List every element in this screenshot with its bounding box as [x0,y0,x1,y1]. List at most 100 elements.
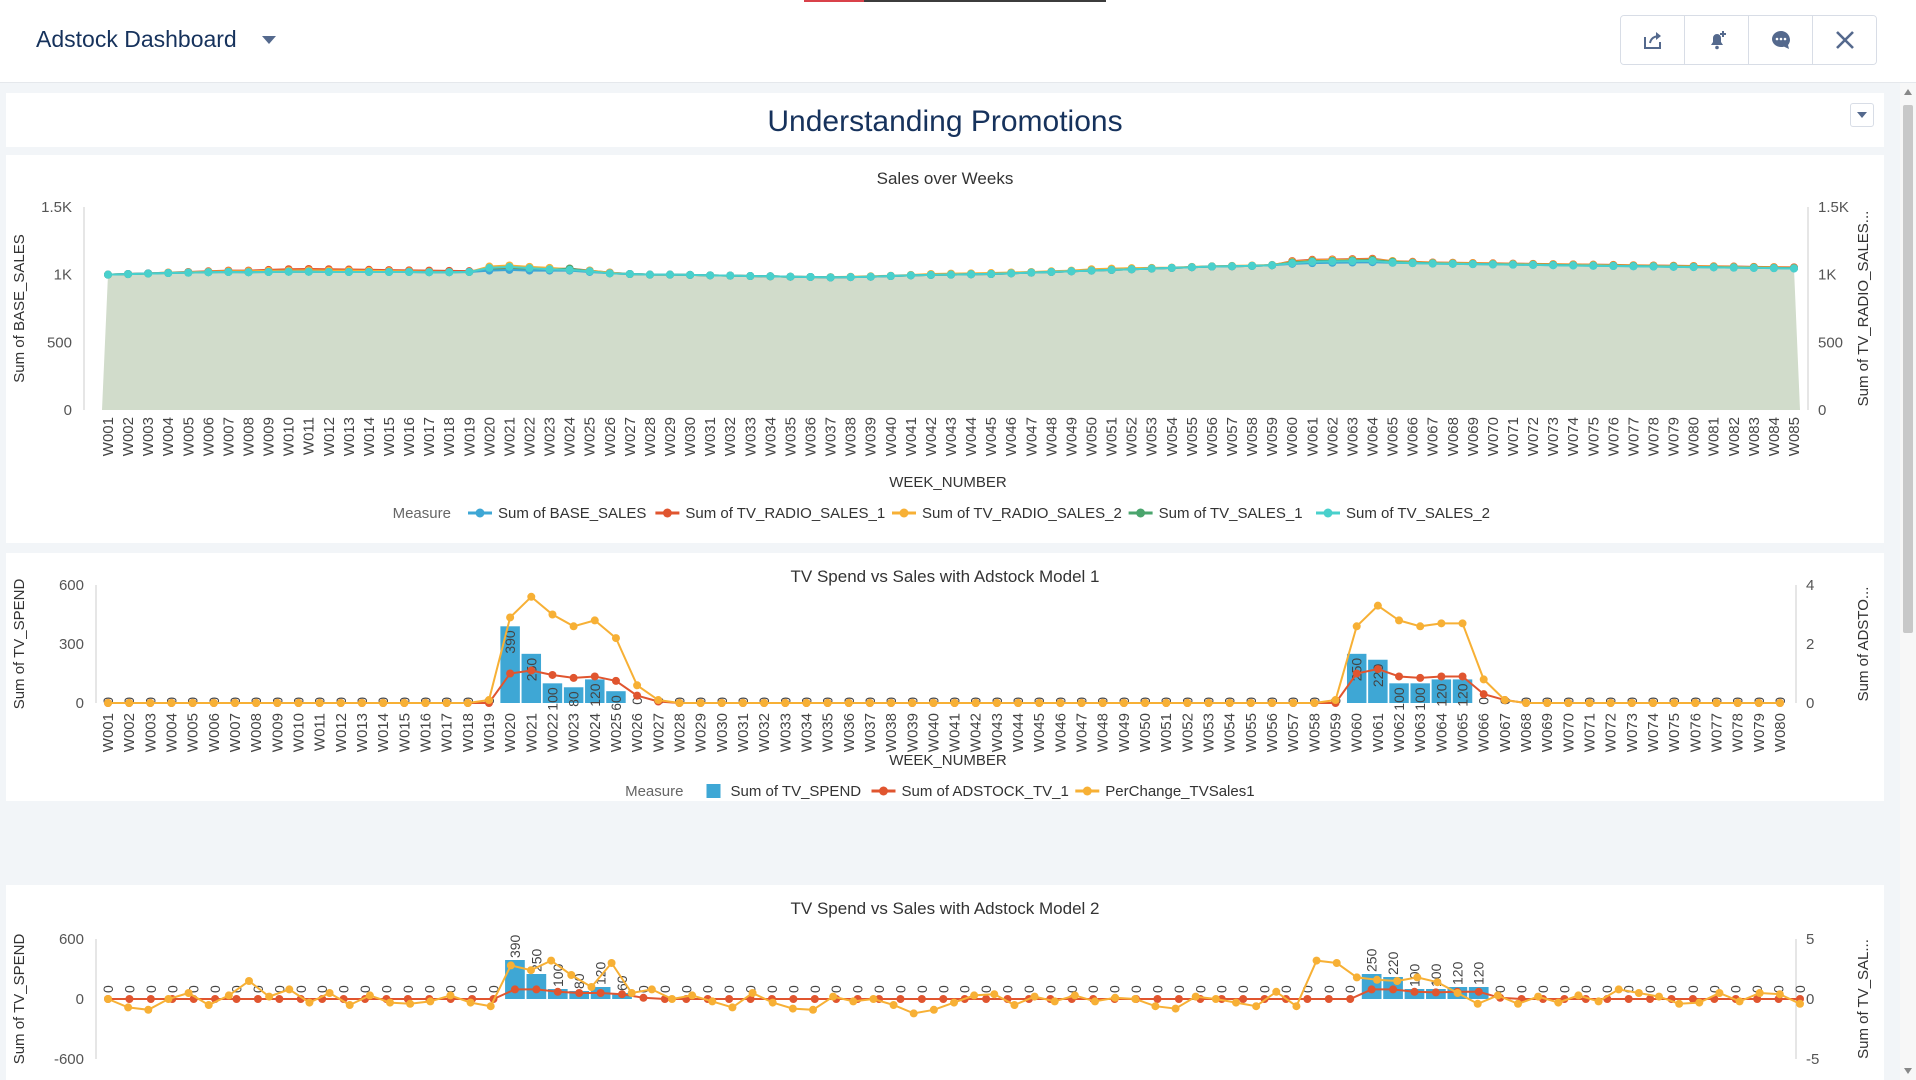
series-point [1669,262,1678,271]
x-tick-label: W068 [1518,713,1535,752]
x-tick-label: W025 [608,713,625,752]
series-point [1729,263,1738,272]
x-tick-label: W070 [1485,417,1502,456]
scroll-up-arrow-icon[interactable] [1904,89,1912,95]
x-tick-label: W046 [1052,713,1069,752]
series-point [1691,699,1700,707]
scroll-down-arrow-icon[interactable] [1904,1068,1912,1074]
series-point [633,681,642,690]
series-point [275,995,284,1003]
series-point [1534,992,1543,1001]
scroll-thumb[interactable] [1903,105,1913,633]
x-tick-label: W074 [1565,417,1582,456]
series-point [164,269,173,278]
bar-data-label: 0 [100,985,116,993]
series-point [1352,622,1361,631]
series-point [463,699,472,707]
series-point [244,268,253,277]
series-point [865,699,874,707]
series-point [125,995,134,1003]
x-tick-label: W025 [582,417,599,456]
series-point [987,269,996,278]
series-point [829,992,838,1001]
series-point [1368,256,1377,265]
bar-data-label: 0 [1214,985,1230,993]
y-tick-left-label: 0 [76,991,84,1008]
x-tick-label: W078 [1730,713,1747,752]
scrollbar[interactable] [1900,83,1916,1080]
x-tick-label: W027 [622,417,639,456]
header-bar: Adstock Dashboard [0,0,1916,83]
x-tick-label: W027 [650,713,667,752]
bar-data-label: 120 [1455,683,1471,707]
series-point [1312,956,1321,965]
series-point [887,699,896,707]
series-point [484,696,493,705]
dashboard-menu-chevron-down-icon[interactable] [262,36,276,44]
series-point [1373,975,1381,984]
x-tick-label: W061 [1304,417,1321,456]
x-tick-label: W068 [1445,417,1462,456]
x-tick-label: W060 [1349,713,1366,752]
bar-data-label: 0 [1578,985,1594,993]
close-button[interactable] [1813,16,1876,64]
x-tick-label: W054 [1164,417,1181,456]
series-point [357,699,366,707]
series-point [766,272,775,281]
x-tick-label: W067 [1497,713,1514,752]
x-tick-label: W026 [629,713,646,752]
series-point [947,270,955,279]
series-point [336,699,345,707]
chart-panel-model2: TV Spend vs Sales with Adstock Model 2 -… [6,885,1884,1080]
series-point [982,995,991,1003]
y-tick-left-label: 0 [76,695,84,712]
series-point [325,989,334,997]
series-point [1248,261,1257,270]
x-tick-label: W043 [989,713,1006,752]
series-point [1050,997,1059,1006]
y-tick-right-label: 0 [1806,695,1814,712]
comments-button[interactable] [1749,16,1813,64]
x-tick-label: W067 [1425,417,1442,456]
series-point [144,269,153,278]
series-point [970,991,979,1000]
x-tick-label: W046 [1003,417,1020,456]
subscribe-button[interactable] [1685,16,1749,64]
x-tick-label: W047 [1023,417,1040,456]
series-point [1010,1001,1019,1009]
share-button[interactable] [1621,16,1685,64]
series-point [1310,699,1319,707]
x-tick-label: W059 [1264,417,1281,456]
x-tick-label: W007 [220,417,237,456]
bar-data-label: 100 [1391,687,1407,711]
series-point [1448,259,1457,268]
series-point [611,634,620,643]
x-tick-label: W052 [1124,417,1141,456]
y-axis-left-title: Sum of TV_SPEND [11,934,28,1065]
dashboard-canvas: Understanding Promotions Sales over Week… [0,83,1900,1080]
series-point [124,270,133,279]
x-tick-label: W037 [823,417,840,456]
tv-spend-bar [1346,653,1367,703]
bar-data-label: 0 [957,985,973,993]
x-tick-label: W003 [140,417,157,456]
series-point [1543,699,1552,707]
x-tick-label: W080 [1772,713,1789,752]
x-tick-label: W024 [562,417,579,456]
series-point [466,998,475,1007]
series-point [748,989,757,997]
series-point [1649,699,1658,707]
dashboard-title: Adstock Dashboard [36,26,237,52]
series-point [1153,995,1162,1003]
legend-item-label: Sum of TV_SPEND [731,783,862,800]
panel-menu-chevron-down-icon[interactable] [1850,103,1874,127]
y-axis-left-title: Sum of BASE_SALES [11,234,28,382]
bar-data-label: 0 [1149,985,1165,993]
x-tick-label: W079 [1666,417,1683,456]
x-tick-label: W053 [1201,713,1218,752]
x-tick-label: W069 [1465,417,1482,456]
series-point [760,699,769,707]
bar-data-label: 220 [1385,951,1401,975]
base-sales-area [102,262,1800,410]
x-tick-label: W008 [248,713,265,752]
